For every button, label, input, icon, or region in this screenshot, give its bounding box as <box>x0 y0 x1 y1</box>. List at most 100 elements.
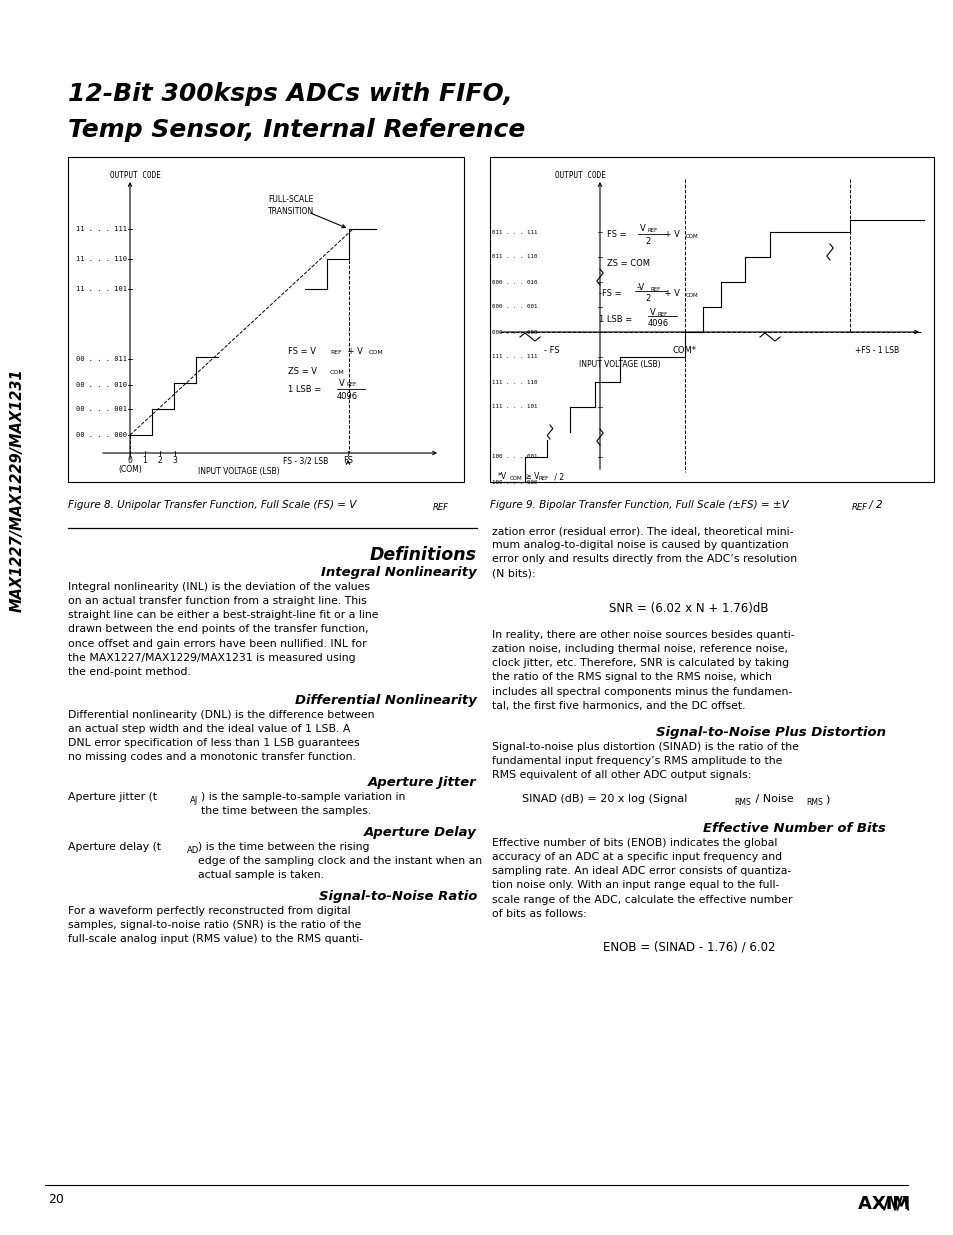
Text: 1: 1 <box>143 456 147 466</box>
Text: / 2: / 2 <box>552 472 563 480</box>
Text: 2: 2 <box>157 456 162 466</box>
Text: 011 . . . 111: 011 . . . 111 <box>492 230 537 235</box>
Text: FS - 3/2 LSB: FS - 3/2 LSB <box>283 456 328 466</box>
Text: Definitions: Definitions <box>370 546 476 564</box>
Text: OUTPUT CODE: OUTPUT CODE <box>555 170 605 180</box>
Text: Integral Nonlinearity: Integral Nonlinearity <box>321 566 476 579</box>
Text: 4096: 4096 <box>336 391 357 401</box>
Text: 11 . . . 111: 11 . . . 111 <box>76 226 127 232</box>
Text: / Noise: / Noise <box>751 794 793 804</box>
Text: Aperture Delay: Aperture Delay <box>364 826 476 839</box>
Text: REF: REF <box>330 350 341 354</box>
Text: /\/\: /\/\ <box>882 1195 909 1213</box>
Text: V: V <box>639 224 645 233</box>
Text: 111 . . . 101: 111 . . . 101 <box>492 405 537 410</box>
Text: 2: 2 <box>644 237 650 246</box>
Text: / 2: / 2 <box>865 500 882 510</box>
Text: INPUT VOLTAGE (LSB): INPUT VOLTAGE (LSB) <box>578 359 660 369</box>
Text: 00 . . . 000: 00 . . . 000 <box>76 432 127 438</box>
Text: Signal-to-Noise Plus Distortion: Signal-to-Noise Plus Distortion <box>656 726 885 739</box>
Text: SNR = (6.02 x N + 1.76)dB: SNR = (6.02 x N + 1.76)dB <box>609 601 768 615</box>
Bar <box>490 157 933 482</box>
Text: SINAD (dB) = 20 x log (Signal: SINAD (dB) = 20 x log (Signal <box>521 794 687 804</box>
Text: Figure 9. Bipolar Transfer Function, Full Scale (±FS) = ±V: Figure 9. Bipolar Transfer Function, Ful… <box>490 500 788 510</box>
Bar <box>68 157 463 482</box>
Text: REF: REF <box>658 312 667 317</box>
Text: REF: REF <box>433 503 449 513</box>
Text: REF: REF <box>851 503 867 513</box>
Text: + V: + V <box>345 347 362 356</box>
Text: 3: 3 <box>172 456 177 466</box>
Text: Effective number of bits (ENOB) indicates the global
accuracy of an ADC at a spe: Effective number of bits (ENOB) indicate… <box>492 839 792 919</box>
Text: COM*: COM* <box>672 346 697 354</box>
Text: 12-Bit 300ksps ADCs with FIFO,: 12-Bit 300ksps ADCs with FIFO, <box>68 82 512 106</box>
Text: TRANSITION: TRANSITION <box>268 207 314 216</box>
Text: 00 . . . 011: 00 . . . 011 <box>76 356 127 362</box>
Text: Aperture delay (t: Aperture delay (t <box>68 842 161 852</box>
Text: AD: AD <box>187 846 199 855</box>
Text: ZS = V: ZS = V <box>288 367 316 375</box>
Text: +FS - 1 LSB: +FS - 1 LSB <box>854 346 898 354</box>
Text: V: V <box>649 308 655 317</box>
Text: ENOB = (SINAD - 1.76) / 6.02: ENOB = (SINAD - 1.76) / 6.02 <box>602 940 775 953</box>
Text: 00 . . . 010: 00 . . . 010 <box>76 382 127 388</box>
Text: -V: -V <box>637 283 644 291</box>
Text: RMS: RMS <box>805 798 821 806</box>
Text: - FS: - FS <box>543 346 559 354</box>
Text: Differential nonlinearity (DNL) is the difference between
an actual step width a: Differential nonlinearity (DNL) is the d… <box>68 710 375 762</box>
Text: Temp Sensor, Internal Reference: Temp Sensor, Internal Reference <box>68 119 525 142</box>
Text: ) is the sample-to-sample variation in
the time between the samples.: ) is the sample-to-sample variation in t… <box>201 792 405 816</box>
Text: ) is the time between the rising
edge of the sampling clock and the instant when: ) is the time between the rising edge of… <box>198 842 481 881</box>
Text: ): ) <box>824 794 828 804</box>
Text: 1 LSB =: 1 LSB = <box>288 385 323 394</box>
Text: + V: + V <box>661 289 679 298</box>
Text: COM: COM <box>685 293 698 298</box>
Text: REF: REF <box>650 287 660 291</box>
Text: In reality, there are other noise sources besides quanti-
zation noise, includin: In reality, there are other noise source… <box>492 630 794 711</box>
Text: REF: REF <box>347 382 356 387</box>
Text: 000 . . . 010: 000 . . . 010 <box>492 279 537 284</box>
Text: Signal-to-noise plus distortion (SINAD) is the ratio of the
fundamental input fr: Signal-to-noise plus distortion (SINAD) … <box>492 742 798 781</box>
Text: -FS =: -FS = <box>598 289 623 298</box>
Text: MAX1227/MAX1229/MAX1231: MAX1227/MAX1229/MAX1231 <box>10 368 25 611</box>
Text: COM: COM <box>330 370 344 375</box>
Text: Integral nonlinearity (INL) is the deviation of the values
on an actual transfer: Integral nonlinearity (INL) is the devia… <box>68 582 378 677</box>
Text: 000 . . . 000: 000 . . . 000 <box>492 330 537 335</box>
Text: OUTPUT CODE: OUTPUT CODE <box>110 170 161 180</box>
Text: For a waveform perfectly reconstructed from digital
samples, signal-to-noise rat: For a waveform perfectly reconstructed f… <box>68 906 363 945</box>
Text: 20: 20 <box>48 1193 64 1207</box>
Text: FS =: FS = <box>606 230 629 240</box>
Text: 011 . . . 110: 011 . . . 110 <box>492 254 537 259</box>
Text: Signal-to-Noise Ratio: Signal-to-Noise Ratio <box>318 890 476 903</box>
Text: Aperture Jitter: Aperture Jitter <box>368 776 476 789</box>
Text: 1 LSB =: 1 LSB = <box>598 315 634 324</box>
Text: COM: COM <box>369 350 383 354</box>
Text: REF: REF <box>647 228 658 233</box>
Text: REF: REF <box>538 475 549 480</box>
Text: FS = V: FS = V <box>288 347 315 356</box>
Text: AXIM: AXIM <box>832 1195 909 1213</box>
Text: *V: *V <box>497 472 507 480</box>
Text: FULL-SCALE: FULL-SCALE <box>268 195 313 204</box>
Text: 00 . . . 001: 00 . . . 001 <box>76 406 127 412</box>
Text: ZS = COM: ZS = COM <box>606 259 649 268</box>
Text: AJ: AJ <box>190 797 198 805</box>
Text: Differential Nonlinearity: Differential Nonlinearity <box>294 694 476 706</box>
Text: V: V <box>338 379 344 388</box>
Text: Effective Number of Bits: Effective Number of Bits <box>702 823 885 835</box>
Text: ≥ V: ≥ V <box>522 472 538 480</box>
Text: 100 . . . 001: 100 . . . 001 <box>492 454 537 459</box>
Text: Figure 8. Unipolar Transfer Function, Full Scale (FS) = V: Figure 8. Unipolar Transfer Function, Fu… <box>68 500 356 510</box>
Text: 2: 2 <box>644 294 650 303</box>
Text: 4096: 4096 <box>647 319 668 329</box>
Text: RMS: RMS <box>733 798 750 806</box>
Text: 111 . . . 111: 111 . . . 111 <box>492 354 537 359</box>
Text: 11 . . . 110: 11 . . . 110 <box>76 256 127 262</box>
Text: (COM): (COM) <box>118 466 142 474</box>
Text: 111 . . . 110: 111 . . . 110 <box>492 379 537 384</box>
Text: Aperture jitter (t: Aperture jitter (t <box>68 792 157 802</box>
Text: + V: + V <box>661 230 679 240</box>
Text: 0: 0 <box>128 456 132 466</box>
Text: COM: COM <box>685 233 698 240</box>
Text: 000 . . . 001: 000 . . . 001 <box>492 305 537 310</box>
